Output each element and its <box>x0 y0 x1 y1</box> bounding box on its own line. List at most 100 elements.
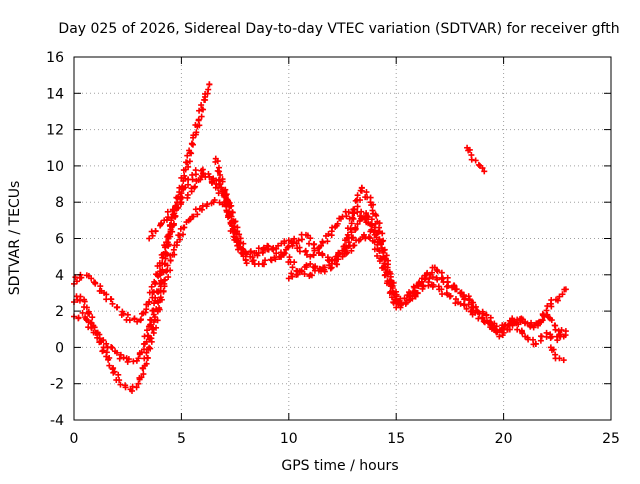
data-point <box>357 215 364 222</box>
data-point <box>354 192 361 199</box>
data-point <box>306 240 313 247</box>
data-point <box>374 252 381 259</box>
data-point <box>370 210 377 217</box>
data-point <box>426 275 433 282</box>
data-point <box>179 183 186 190</box>
data-point <box>169 251 176 258</box>
data-point <box>296 248 303 255</box>
data-point <box>88 275 95 282</box>
data-point <box>557 333 564 340</box>
data-point <box>93 329 100 336</box>
data-point <box>124 311 131 318</box>
data-point <box>201 96 208 103</box>
data-point <box>206 81 213 88</box>
data-point <box>390 289 397 296</box>
data-point <box>203 203 210 210</box>
data-point <box>335 250 342 257</box>
data-point <box>358 214 365 221</box>
data-point <box>165 232 172 239</box>
y-tick-labels: -4 -2 0 2 4 6 8 10 12 14 16 <box>46 50 64 429</box>
data-point <box>354 203 361 210</box>
data-point <box>184 191 191 198</box>
data-point <box>115 371 122 378</box>
data-point <box>289 264 296 271</box>
data-point <box>124 358 131 365</box>
data-point <box>332 223 339 230</box>
data-point <box>539 317 546 324</box>
data-point <box>379 230 386 237</box>
data-point <box>349 214 356 221</box>
data-point <box>169 228 176 235</box>
data-point <box>288 270 295 277</box>
data-point <box>307 235 314 242</box>
data-point <box>151 314 158 321</box>
data-point <box>171 242 178 249</box>
data-point <box>357 197 364 204</box>
data-point <box>176 184 183 191</box>
data-point <box>423 271 430 278</box>
data-point <box>108 344 115 351</box>
data-point <box>411 292 418 299</box>
data-point <box>363 189 370 196</box>
data-point <box>368 202 375 209</box>
data-point <box>493 323 500 330</box>
data-point <box>285 275 292 282</box>
y-tick-label: 2 <box>55 304 64 320</box>
data-point <box>425 279 432 286</box>
data-point <box>358 208 365 215</box>
data-point <box>420 283 427 290</box>
data-point <box>343 213 350 220</box>
data-point <box>209 178 216 185</box>
data-point <box>231 218 238 225</box>
data-point <box>162 255 169 262</box>
data-point <box>321 268 328 275</box>
data-point <box>167 223 174 230</box>
data-point <box>496 333 503 340</box>
data-point <box>515 321 522 328</box>
data-point <box>311 245 318 252</box>
data-point <box>479 165 486 172</box>
data-point <box>182 175 189 182</box>
data-point <box>463 305 470 312</box>
data-point <box>120 310 127 317</box>
data-point <box>303 264 310 271</box>
data-point <box>114 304 121 311</box>
data-point <box>198 102 205 109</box>
data-point <box>414 290 421 297</box>
data-point <box>358 185 365 192</box>
data-point <box>110 369 117 376</box>
data-point <box>200 106 207 113</box>
data-point <box>140 310 147 317</box>
data-point <box>260 246 267 253</box>
x-tick-labels: 0 5 10 15 20 25 <box>70 431 620 447</box>
data-point <box>466 296 473 303</box>
data-point <box>186 147 193 154</box>
data-point <box>149 307 156 314</box>
data-point <box>336 215 343 222</box>
data-point <box>164 251 171 258</box>
data-point <box>514 326 521 333</box>
data-point <box>151 278 158 285</box>
data-point <box>193 129 200 136</box>
data-point <box>559 291 566 298</box>
data-point <box>412 293 419 300</box>
data-point <box>390 299 397 306</box>
data-point <box>387 273 394 280</box>
data-point <box>291 235 298 242</box>
data-point <box>214 167 221 174</box>
data-point <box>234 242 241 249</box>
axis-ticks <box>73 56 612 421</box>
data-point <box>160 288 167 295</box>
data-point <box>178 194 185 201</box>
data-point <box>445 282 452 289</box>
data-point <box>156 297 163 304</box>
data-point <box>479 315 486 322</box>
data-point <box>457 289 464 296</box>
data-points <box>71 81 569 394</box>
series-track-5 <box>212 155 569 340</box>
data-point <box>116 355 123 362</box>
data-point <box>483 312 490 319</box>
data-point <box>198 206 205 213</box>
data-point <box>184 152 191 159</box>
data-point <box>81 298 88 305</box>
